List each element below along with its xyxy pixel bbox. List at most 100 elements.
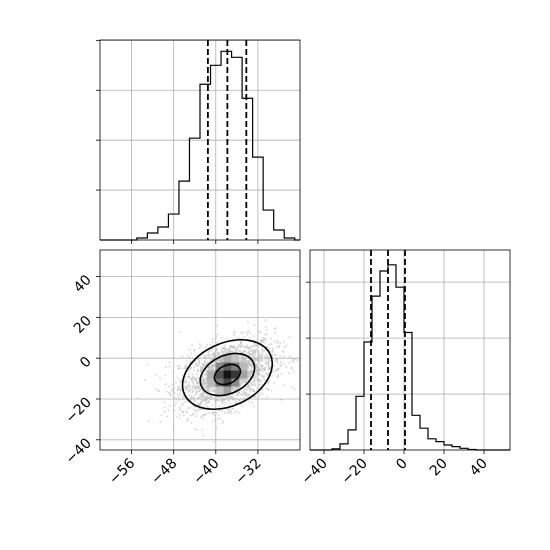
scatter-point [273,340,276,343]
scatter-point [248,351,250,354]
scatter-point [258,383,261,386]
scatter-point [268,347,271,350]
scatter-point [173,409,176,412]
scatter-point [201,417,204,420]
scatter-point [201,428,204,431]
scatter-point [253,380,256,383]
scatter-point [254,357,257,359]
scatter-y-tick-labels: −40 −20 0 20 40 [63,272,95,467]
hist-y-x-tick-label-2: 0 [393,456,411,474]
scatter-point [188,387,191,390]
scatter-point [212,411,215,414]
scatter-point [256,358,259,361]
scatter-point [215,412,218,414]
scatter-point [232,351,235,354]
scatter-point [198,347,201,350]
scatter-point [198,363,201,366]
scatter-point [255,364,258,367]
scatter-point [271,351,274,353]
scatter-point [157,390,160,392]
scatter-point [235,401,238,404]
scatter-point [260,367,263,370]
scatter-point [212,396,215,399]
scatter-point [250,371,253,374]
scatter-point [208,355,211,358]
scatter-point [163,401,166,404]
scatter-point [175,381,177,384]
scatter-point [251,364,254,367]
scatter-point [244,355,247,358]
scatter-point [241,379,244,381]
scatter-point [260,384,263,386]
scatter-point [256,345,259,347]
scatter-point [247,372,250,375]
hist-x-ticks [96,39,259,244]
scatter-point [202,434,204,437]
contour-inner [213,363,242,386]
hist-y-frame [309,249,511,451]
scatter-point [188,394,191,397]
scatter-point [214,396,217,399]
scatter-point [265,354,268,357]
panel-histogram-x [96,39,301,244]
scatter-point [178,408,181,411]
scatter-point [199,394,201,397]
scatter-point [187,383,190,386]
scatter-point [208,387,211,389]
scatter-point [247,366,250,369]
scatter-point [195,373,198,376]
scatter-point [183,381,186,384]
scatter-point [211,365,213,368]
scatter-point [201,384,204,387]
scatter-point [195,377,198,380]
scatter-point [246,346,249,349]
scatter-point [179,393,182,396]
scatter-point [233,412,236,414]
scatter-point [288,372,291,375]
scatter-point [202,379,205,382]
scatter-point [186,411,189,414]
scatter-point [213,418,216,421]
scatter-point [173,396,176,399]
scatter-point [184,367,187,370]
scatter-point [260,380,263,383]
scatter-point [202,392,205,395]
scatter-point [196,358,199,360]
scatter-point [263,354,266,357]
scatter-point [229,402,232,405]
scatter-point [234,350,237,353]
scatter-point [187,407,190,410]
scatter-point [276,376,279,378]
scatter-x-tick-labels: −56 −48 −40 −32 [106,455,265,487]
scatter-point [215,426,218,429]
scatter-point [246,321,249,324]
scatter-point [212,389,215,391]
scatter-point [189,367,191,370]
scatter-point [247,386,250,389]
scatter-point [177,386,180,389]
scatter-point [234,398,237,401]
scatter-point [204,380,207,383]
scatter-point [189,414,192,417]
scatter-point [236,387,239,390]
scatter-point [252,335,255,338]
scatter-point [213,390,216,393]
scatter-point [241,392,244,394]
scatter-point [212,351,215,354]
density-cell-13 [207,378,216,387]
scatter-point [166,415,168,418]
scatter-point [213,355,216,358]
scatter-point [243,346,246,349]
scatter-point [173,404,176,407]
scatter-point [179,416,182,419]
scatter-point [232,398,234,400]
scatter-point [203,373,206,376]
scatter-point [182,414,185,417]
scatter-point [259,356,262,359]
scatter-point [205,373,208,376]
scatter-point [262,367,265,370]
scatter-point [277,373,280,376]
scatter-point [282,383,285,386]
scatter-point [175,415,178,418]
